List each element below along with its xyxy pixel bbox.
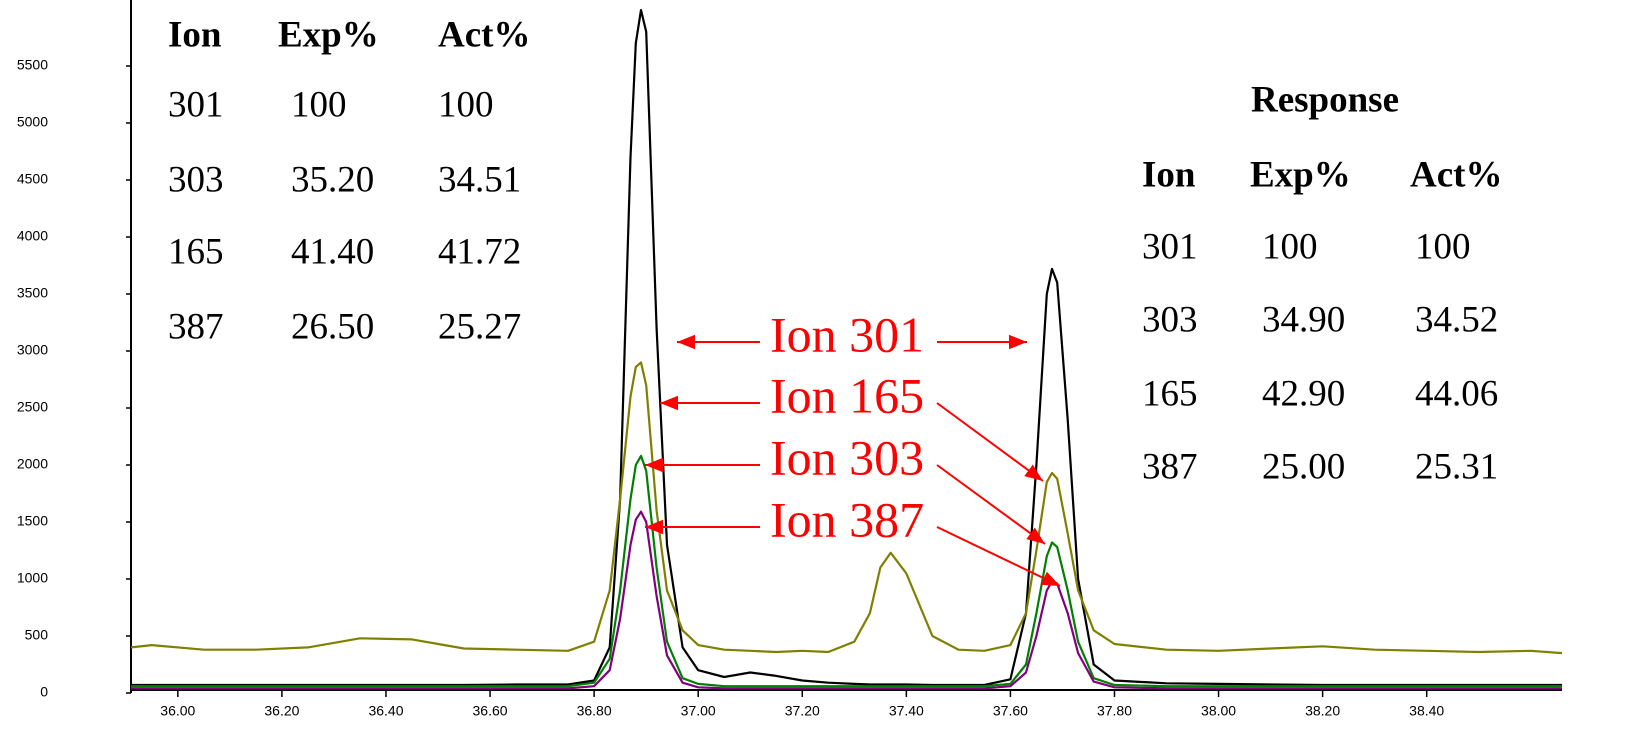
table-cell: 387: [1142, 446, 1198, 487]
series-label: Ion 387: [770, 491, 924, 547]
table-cell: 301: [1142, 226, 1198, 267]
x-tick-label: 38.00: [1201, 703, 1236, 719]
y-tick-label: 3500: [17, 285, 48, 301]
x-tick-label: 37.80: [1097, 703, 1132, 719]
table-cell: 25.00: [1262, 446, 1345, 487]
x-tick-label: 38.20: [1305, 703, 1340, 719]
table-cell: 301: [168, 84, 224, 125]
table-cell: 34.51: [438, 159, 521, 200]
table-header: Act%: [438, 14, 530, 55]
table-header: Act%: [1410, 154, 1502, 195]
x-tick-label: 37.60: [993, 703, 1028, 719]
y-tick-label: 1500: [17, 513, 48, 529]
table-header: Exp%: [1250, 154, 1351, 195]
x-tick-label: 36.20: [264, 703, 299, 719]
table-cell: 34.90: [1262, 299, 1345, 340]
table-cell: 34.52: [1415, 299, 1498, 340]
x-tick-label: 36.80: [577, 703, 612, 719]
y-tick-label: 0: [40, 684, 48, 700]
series-label: Ion 301: [770, 306, 924, 362]
x-tick-label: 36.00: [160, 703, 195, 719]
table-cell: 35.20: [291, 159, 374, 200]
x-tick-label: 36.40: [368, 703, 403, 719]
table-cell: 41.40: [291, 231, 374, 272]
arrow: [936, 526, 1061, 587]
y-tick-label: 4500: [17, 171, 48, 187]
table-cell: 42.90: [1262, 373, 1345, 414]
series-line: [131, 510, 1562, 690]
series-line: [130, 361, 1563, 655]
table-cell: 100: [438, 84, 494, 125]
arrow: [936, 402, 1044, 482]
annotation-arrows: [645, 334, 1061, 587]
x-tick-label: 36.60: [473, 703, 508, 719]
table-cell: 303: [168, 159, 224, 200]
table-cell: 387: [168, 306, 224, 347]
table-cell: 100: [1262, 226, 1318, 267]
table-cell: 26.50: [291, 306, 374, 347]
y-tick-label: 5000: [17, 114, 48, 130]
series-label: Ion 165: [770, 367, 924, 423]
table-header: Ion: [168, 14, 222, 55]
x-tick-label: 38.40: [1409, 703, 1444, 719]
table-cell: 100: [291, 84, 347, 125]
y-tick-label: 500: [25, 627, 49, 643]
y-tick-label: 2500: [17, 399, 48, 415]
table-cell: 44.06: [1415, 373, 1498, 414]
table-cell: 165: [168, 231, 224, 272]
x-tick-label: 37.40: [889, 703, 924, 719]
arrow: [936, 464, 1046, 545]
table-cell: 165: [1142, 373, 1198, 414]
table-header: Ion: [1142, 154, 1196, 195]
x-tick-label: 37.00: [681, 703, 716, 719]
series-label: Ion 303: [770, 429, 924, 485]
table-cell: 100: [1415, 226, 1471, 267]
series-line: [131, 9, 1562, 687]
table-cell: 25.31: [1415, 446, 1498, 487]
y-tick-label: 4000: [17, 228, 48, 244]
table-title: Response: [1251, 79, 1399, 120]
y-tick-label: 1000: [17, 570, 48, 586]
y-tick-label: 2000: [17, 456, 48, 472]
table-cell: 41.72: [438, 231, 521, 272]
y-tick-label: 5500: [17, 57, 48, 73]
table-header: Exp%: [278, 14, 379, 55]
table-cell: 25.27: [438, 306, 521, 347]
table-cell: 303: [1142, 299, 1198, 340]
x-tick-label: 37.20: [785, 703, 820, 719]
y-tick-label: 3000: [17, 342, 48, 358]
series-line: [131, 454, 1562, 688]
